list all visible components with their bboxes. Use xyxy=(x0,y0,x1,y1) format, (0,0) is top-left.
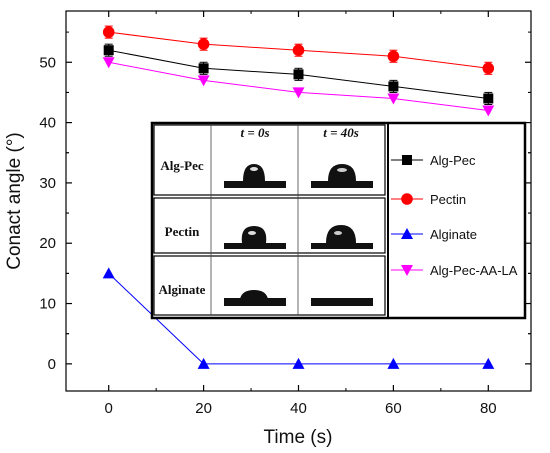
data-point-alg-pec xyxy=(483,93,494,104)
droplet-image xyxy=(311,225,373,249)
droplet-image xyxy=(224,290,286,306)
inset-row-frame xyxy=(153,124,386,196)
droplet-image xyxy=(311,298,373,306)
data-point-pectin xyxy=(292,44,305,57)
legend-marker-alginate xyxy=(401,228,413,239)
x-axis-ticks: 0 20 40 60 80 xyxy=(105,11,497,417)
legend-label: Pectin xyxy=(430,192,466,207)
y-tick-label: 0 xyxy=(48,356,56,373)
data-point-alg-pec xyxy=(198,63,209,74)
x-tick-label: 20 xyxy=(195,400,212,417)
data-point-alg-pec-aa-la xyxy=(482,105,495,117)
data-point-alg-pec-aa-la xyxy=(387,93,400,105)
y-tick-label: 50 xyxy=(39,54,56,71)
y-tick-label: 40 xyxy=(39,115,56,132)
legend-label: Alginate xyxy=(430,227,477,242)
inset-column-label: t = 40s xyxy=(323,125,359,140)
y-tick-label: 20 xyxy=(39,235,56,252)
x-tick-label: 0 xyxy=(105,400,113,417)
legend: Alg-Pec Pectin Alginate Alg-Pec-AA-LA xyxy=(391,153,518,278)
data-point-alginate xyxy=(292,357,305,369)
x-tick-label: 60 xyxy=(385,400,402,417)
data-point-alginate xyxy=(387,357,400,369)
data-point-alg-pec xyxy=(293,69,304,80)
legend-marker-pectin xyxy=(401,193,413,205)
droplet-image xyxy=(224,164,286,188)
inset-row-label: Pectin xyxy=(165,224,200,239)
inset-row-label: Alginate xyxy=(159,282,206,297)
x-tick-label: 40 xyxy=(290,400,307,417)
x-axis-title: Time (s) xyxy=(264,427,333,448)
data-point-alg-pec xyxy=(388,81,399,92)
inset-column-label: t = 0s xyxy=(240,125,269,140)
inset-border xyxy=(150,121,527,320)
legend-label: Alg-Pec xyxy=(430,153,476,168)
y-axis-ticks: 0 10 20 30 40 50 xyxy=(39,31,531,373)
data-point-alginate xyxy=(482,357,495,369)
data-point-alginate xyxy=(102,267,115,279)
y-axis-title: Conact angle (°) xyxy=(4,132,25,270)
y-tick-label: 10 xyxy=(39,296,56,313)
inset-row-frame xyxy=(153,197,386,254)
inset-row-label: Alg-Pec xyxy=(160,158,204,173)
y-tick-label: 30 xyxy=(39,175,56,192)
x-tick-label: 80 xyxy=(480,400,497,417)
data-point-pectin xyxy=(482,62,495,75)
series-layer xyxy=(102,25,495,369)
data-point-alg-pec-aa-la xyxy=(197,75,210,87)
droplet-image xyxy=(311,164,373,188)
legend-marker-alg-pec xyxy=(402,155,412,165)
inset-row-frame xyxy=(153,255,386,316)
legend-label: Alg-Pec-AA-LA xyxy=(430,263,518,278)
data-point-pectin xyxy=(387,50,400,63)
data-point-alginate xyxy=(197,357,210,369)
data-point-alg-pec xyxy=(103,45,114,56)
data-point-pectin xyxy=(102,26,115,38)
data-point-alg-pec-aa-la xyxy=(292,87,305,99)
droplet-image xyxy=(224,226,286,249)
inset-panel: t = 0s t = 40s Alg-Pec Pectin Alginate xyxy=(150,121,527,320)
data-point-pectin xyxy=(197,38,210,50)
data-point-alg-pec-aa-la xyxy=(102,57,115,69)
legend-marker-alg-pec-aa-la xyxy=(401,265,413,276)
